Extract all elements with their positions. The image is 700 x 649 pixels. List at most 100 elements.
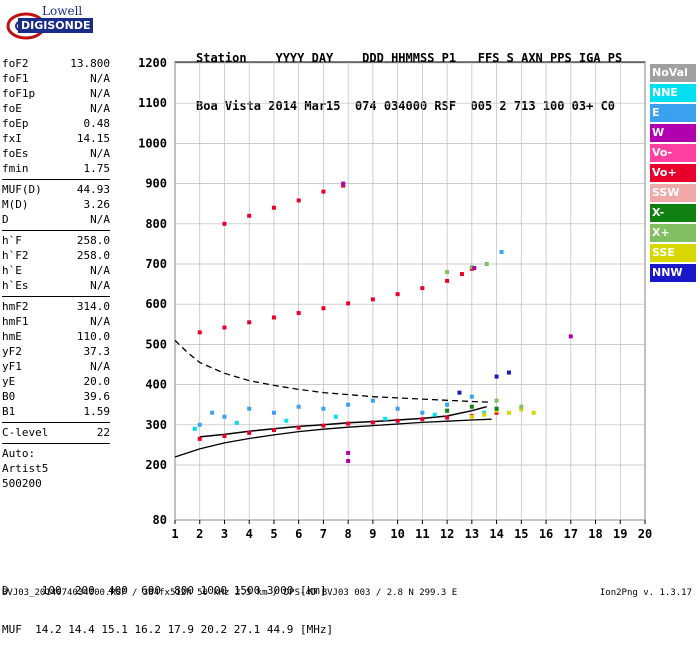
data-point: [222, 325, 227, 330]
data-point: [469, 265, 474, 270]
data-point: [383, 416, 388, 421]
data-point: [247, 430, 252, 435]
x-tick-label: 5: [270, 527, 277, 541]
x-tick-label: 13: [465, 527, 479, 541]
data-point: [494, 410, 499, 415]
param-row: yF1 N/A: [2, 359, 110, 374]
x-tick-label: 7: [320, 527, 327, 541]
data-point: [296, 425, 301, 430]
data-point: [469, 394, 474, 399]
x-tick-label: 11: [415, 527, 429, 541]
data-point: [247, 406, 252, 411]
param-row: MUF(D) 44.93: [2, 182, 110, 197]
auto-code: 500200: [2, 477, 42, 490]
param-name: hmF1: [2, 315, 29, 328]
data-point: [296, 198, 301, 203]
data-point: [346, 458, 351, 463]
x-tick-label: 17: [564, 527, 578, 541]
param-value: 314.0: [76, 300, 110, 313]
data-point: [445, 415, 450, 420]
data-point: [445, 408, 450, 413]
param-value: 20.0: [83, 375, 111, 388]
y-tick-label: 800: [145, 217, 167, 231]
param-value: N/A: [90, 279, 110, 292]
y-tick-label: 1100: [138, 96, 167, 110]
param-value: N/A: [90, 315, 110, 328]
param-value: 1.75: [83, 162, 111, 175]
param-row: C-level 22: [2, 425, 110, 440]
param-value: 0.48: [83, 117, 111, 130]
auto-program: Artist5: [2, 462, 49, 475]
legend-item: Vo+: [650, 164, 696, 182]
param-value: 14.15: [76, 132, 110, 145]
data-point: [457, 390, 462, 395]
param-row: foF2 13.800: [2, 56, 110, 71]
param-row: D N/A: [2, 212, 110, 227]
data-point: [494, 374, 499, 379]
param-row: B0 39.6: [2, 389, 110, 404]
footer-distance-row: D 100 200 400 600 800 1000 1500 3000 [km…: [2, 584, 327, 597]
data-point: [321, 306, 326, 311]
param-name: foEp: [2, 117, 29, 130]
param-row: foE N/A: [2, 101, 110, 116]
data-point: [482, 412, 487, 417]
param-name: D: [2, 213, 9, 226]
param-value: N/A: [90, 213, 110, 226]
y-tick-label: 1200: [138, 56, 167, 70]
param-value: 44.93: [76, 183, 110, 196]
divider: [2, 230, 110, 231]
data-point: [420, 410, 425, 415]
param-name: B0: [2, 390, 16, 403]
legend-item: NoVal: [650, 64, 696, 82]
data-point: [484, 262, 489, 266]
data-point: [210, 410, 215, 415]
param-name: h`F2: [2, 249, 29, 262]
data-point: [296, 404, 301, 409]
param-value: N/A: [90, 72, 110, 85]
muf-footer: D 100 200 400 600 800 1000 1500 3000 [km…: [2, 558, 333, 649]
legend-item: NNW: [650, 264, 696, 282]
param-value: 110.0: [76, 330, 110, 343]
data-point: [531, 410, 536, 415]
x-tick-label: 18: [588, 527, 602, 541]
param-name: MUF(D): [2, 183, 42, 196]
param-name: hmF2: [2, 300, 29, 313]
logo-text-lowell: Lowell: [42, 4, 83, 18]
legend-item: SSE: [650, 244, 696, 262]
legend-item: X+: [650, 224, 696, 242]
header-values: Boa Vista 2014 Mar15 074 034000 RSF 005 …: [196, 99, 616, 113]
data-point: [395, 406, 400, 411]
x-tick-label: 19: [613, 527, 627, 541]
param-value: 13.800: [70, 57, 110, 70]
y-tick-label: 80: [153, 513, 167, 527]
data-point: [506, 370, 511, 375]
data-point: [395, 292, 400, 297]
data-point: [494, 406, 499, 411]
x-tick-label: 2: [196, 527, 203, 541]
data-point: [568, 334, 573, 339]
legend-item: E: [650, 104, 696, 122]
param-row: h`E N/A: [2, 263, 110, 278]
solid-curve: [174, 418, 492, 458]
data-point: [370, 420, 375, 425]
data-point: [197, 330, 202, 335]
x-tick-label: 12: [440, 527, 454, 541]
param-name: foF1p: [2, 87, 36, 100]
data-point: [321, 189, 326, 194]
data-point: [469, 404, 474, 409]
data-point: [445, 402, 450, 407]
legend-item: SSW: [650, 184, 696, 202]
autoscaling-info: Auto: Artist5 500200: [2, 446, 110, 491]
divider: [2, 422, 110, 423]
y-tick-label: 200: [145, 458, 167, 472]
x-tick-label: 3: [221, 527, 228, 541]
data-point: [271, 205, 276, 210]
data-point: [192, 426, 197, 431]
ionogram-chart: 1 2 3 4 5 6 7 8 9 10 11 12 13 14 15 16 17 18 19 20802003004…: [138, 56, 652, 541]
y-tick-label: 300: [145, 418, 167, 432]
data-point: [271, 410, 276, 415]
y-tick-label: 500: [145, 337, 167, 351]
data-point: [506, 410, 511, 415]
y-tick-label: 400: [145, 378, 167, 392]
data-point: [420, 417, 425, 422]
